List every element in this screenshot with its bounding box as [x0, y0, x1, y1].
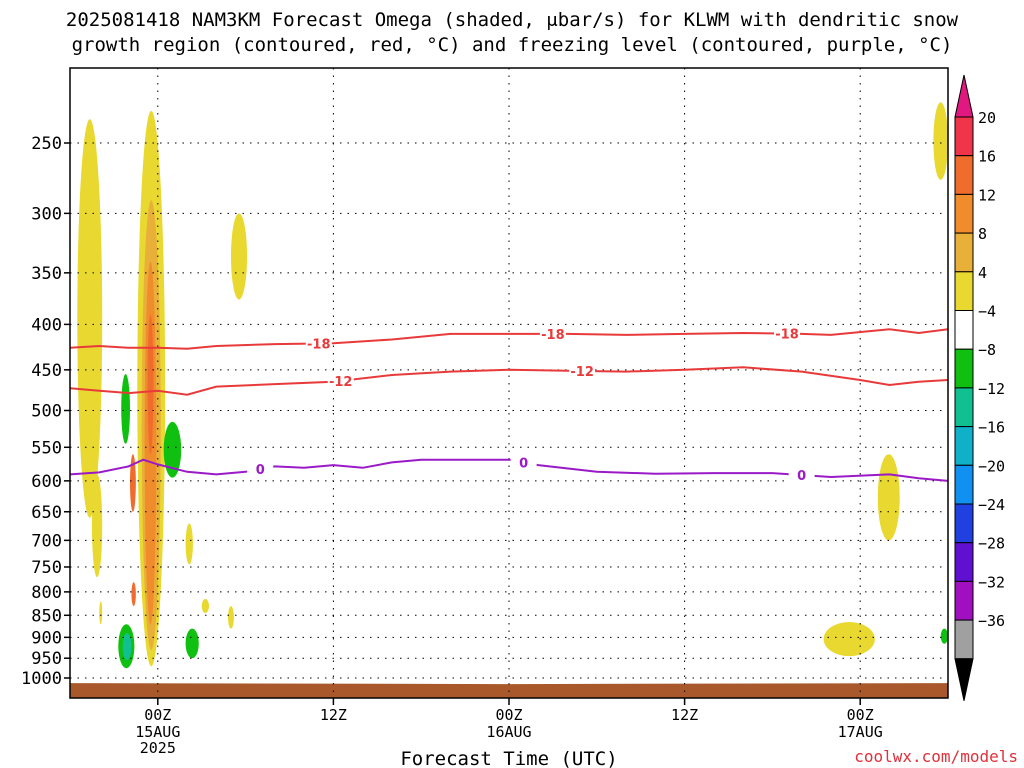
colorbar-swatch-12 [954, 580, 974, 621]
y-tick-label-450: 450 [31, 361, 62, 381]
x-tick-label-4: 00Z [847, 706, 874, 724]
contour-label-bg [247, 462, 274, 477]
colorbar-swatch-2 [954, 193, 974, 234]
contour-label-0-2: -18 [775, 328, 799, 343]
contour-line-0 [70, 458, 948, 482]
contour-label-bg [510, 455, 537, 470]
colorbar-label-5: −4 [978, 303, 996, 321]
colorbar-label-10: −24 [978, 496, 1005, 514]
y-tick-label-850: 850 [31, 606, 62, 626]
colorbar-label-1: 16 [978, 148, 996, 166]
contour-label-1-1: -12 [570, 365, 594, 380]
x-tick-label-0: 00Z [144, 706, 171, 724]
omega-shade-region-5 [129, 454, 136, 512]
colorbar-label-13: −36 [978, 612, 1005, 630]
colorbar-label-6: −8 [978, 341, 996, 359]
omega-shade-region-13 [163, 421, 182, 478]
contour-label-bg [569, 363, 596, 378]
chart-title-line-1: 2025081418 NAM3KM Forecast Omega (shaded… [65, 9, 959, 31]
y-tick-label-800: 800 [31, 583, 62, 603]
colorbar-swatch-5 [954, 310, 974, 350]
contour-label-2-0: 0 [256, 463, 265, 478]
x-tick-label-2: 00Z [495, 706, 522, 724]
colorbar-label-8: −16 [978, 419, 1005, 437]
colorbar-swatch-3 [954, 232, 974, 273]
colorbar-swatch-11 [954, 542, 974, 582]
y-tick-label-650: 650 [31, 503, 62, 523]
contour-label-2-1: 0 [519, 456, 528, 471]
omega-shade-region-15 [121, 374, 130, 444]
colorbar-swatch-10 [954, 503, 974, 544]
colorbar-top-arrow [954, 74, 974, 118]
y-tick-label-550: 550 [31, 438, 62, 458]
colorbar-label-4: 4 [978, 264, 987, 282]
omega-shade-region-21 [940, 628, 948, 644]
colorbar-swatch-6 [954, 348, 974, 389]
colorbar-bottom-arrow [954, 658, 974, 701]
contour-label-bg [539, 326, 566, 341]
x-tick-label-1: 12Z [320, 706, 347, 724]
contour-line--12 [70, 366, 948, 396]
chart-title-line-2: growth region (contoured, red, °C) and f… [71, 34, 953, 56]
colorbar-label-9: −20 [978, 457, 1005, 475]
y-tick-label-1000: 1000 [21, 669, 62, 689]
x-tick-sublabel-2-0: 16AUG [486, 723, 531, 741]
colorbar-label-7: −12 [978, 380, 1005, 398]
x-axis-label: Forecast Time (UTC) [400, 748, 617, 768]
y-tick-label-500: 500 [31, 402, 62, 422]
contour-label-1-0: -12 [329, 375, 353, 390]
colorbar-swatch-13 [954, 619, 974, 660]
omega-shade-region-19 [823, 622, 875, 657]
y-tick-label-750: 750 [31, 558, 62, 578]
y-tick-label-600: 600 [31, 472, 62, 492]
colorbar-swatch-9 [954, 464, 974, 505]
colorbar-swatch-1 [954, 155, 974, 195]
colorbar-label-0: 20 [978, 109, 996, 127]
colorbar-swatch-0 [954, 116, 974, 157]
contour-label-bg [327, 373, 354, 388]
x-tick-sublabel-0-0: 15AUG [135, 723, 180, 741]
omega-shade-region-6 [131, 582, 136, 607]
omega-shade-region-11 [228, 606, 234, 629]
omega-shade-region-12 [99, 601, 103, 625]
y-tick-label-250: 250 [31, 134, 62, 154]
plot-area: -18 -18 -18 -12 -12 0 0 0 [70, 68, 948, 698]
contour-label-bg [788, 468, 815, 483]
colorbar-label-2: 12 [978, 186, 996, 204]
y-tick-label-950: 950 [31, 649, 62, 669]
y-tick-label-400: 400 [31, 315, 62, 335]
omega-shade-region-14 [185, 628, 199, 659]
x-tick-label-3: 12Z [671, 706, 698, 724]
omega-shade-region-10 [201, 599, 210, 614]
contour-label-bg [774, 326, 801, 341]
colorbar-swatch-8 [954, 426, 974, 466]
contour-label-0-1: -18 [541, 328, 565, 343]
colorbar-swatch-7 [954, 387, 974, 428]
credit-link[interactable]: coolwx.com/models [854, 747, 1018, 766]
omega-shade-region-17 [122, 633, 132, 661]
omega-shade-region-8 [91, 474, 103, 578]
omega-shade-region-20 [933, 102, 948, 180]
omega-shade-region-7 [230, 213, 248, 300]
omega-shade-region-18 [877, 454, 900, 541]
y-tick-label-900: 900 [31, 628, 62, 648]
y-tick-label-350: 350 [31, 264, 62, 284]
y-tick-label-300: 300 [31, 204, 62, 224]
contour-label-bg [305, 336, 332, 351]
colorbar-swatch-4 [954, 271, 974, 311]
y-tick-label-700: 700 [31, 531, 62, 551]
colorbar-label-12: −32 [978, 573, 1005, 591]
contour-label-2-2: 0 [797, 469, 806, 484]
omega-shade-region-4 [147, 314, 154, 455]
omega-shade-region-0 [77, 119, 103, 518]
x-tick-sublabel-4-0: 17AUG [838, 723, 883, 741]
colorbar-label-11: −28 [978, 535, 1005, 553]
colorbar-label-3: 8 [978, 225, 987, 243]
contour-label-0-0: -18 [307, 337, 331, 352]
x-tick-sublabel-0-1: 2025 [140, 739, 176, 757]
omega-shade-region-9 [185, 523, 193, 565]
contour-line--18 [70, 328, 948, 350]
